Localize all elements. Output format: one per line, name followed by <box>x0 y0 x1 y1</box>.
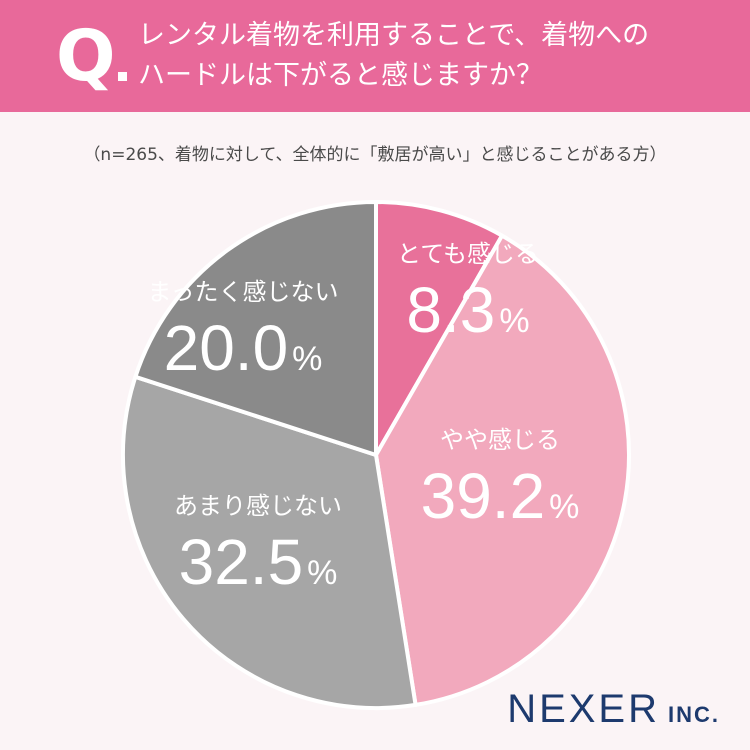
question-banner: Q レンタル着物を利用することで、着物への ハードルは下がると感じますか？ <box>0 0 750 112</box>
slice-category-label: とても感じる <box>397 240 539 268</box>
question-line-1: レンタル着物を利用することで、着物への <box>138 20 650 51</box>
pie-slice <box>374 233 631 707</box>
question-mark-letter: Q <box>56 15 116 97</box>
slice-category-label: あまり感じない <box>174 492 342 520</box>
slice-value-number: 32.5 <box>179 526 304 598</box>
slice-value-label: 8.3% <box>406 274 529 346</box>
slice-value-number: 8.3 <box>406 274 495 346</box>
nexer-logo: NEXER INC. <box>507 687 720 732</box>
slice-value-unit: % <box>307 554 337 592</box>
pie-slice <box>133 200 378 457</box>
pie-slices <box>120 200 631 711</box>
logo-suffix: INC. <box>668 702 720 727</box>
slice-value-number: 20.0 <box>164 312 289 384</box>
slice-value-number: 39.2 <box>421 460 546 532</box>
pie-slice <box>374 200 505 457</box>
pie-labels: とても感じる 8.3 % やや感じる 39.2 % あまり感じない 32.5 % まったく感じない… <box>147 240 579 598</box>
logo-wordmark: NEXER <box>507 687 660 731</box>
pie-slice <box>120 374 418 711</box>
slice-value-unit: % <box>499 302 529 340</box>
slice-value-label: 39.2% <box>421 460 580 532</box>
slice-value-label: 32.5% <box>179 526 338 598</box>
question-mark-dot <box>118 72 127 81</box>
slice-category-label: やや感じる <box>440 426 560 454</box>
slice-value-label: 20.0% <box>164 312 323 384</box>
slice-category-label: まったく感じない <box>147 278 338 306</box>
slice-value-unit: % <box>549 488 579 526</box>
chart-subtitle: （n=265、着物に対して、全体的に「敷居が高い」と感じることがある方） <box>83 145 667 165</box>
slice-value-unit: % <box>292 340 322 378</box>
question-text: レンタル着物を利用することで、着物への ハードルは下がると感じますか？ <box>138 16 738 96</box>
question-line-2: ハードルは下がると感じますか？ <box>138 60 543 91</box>
